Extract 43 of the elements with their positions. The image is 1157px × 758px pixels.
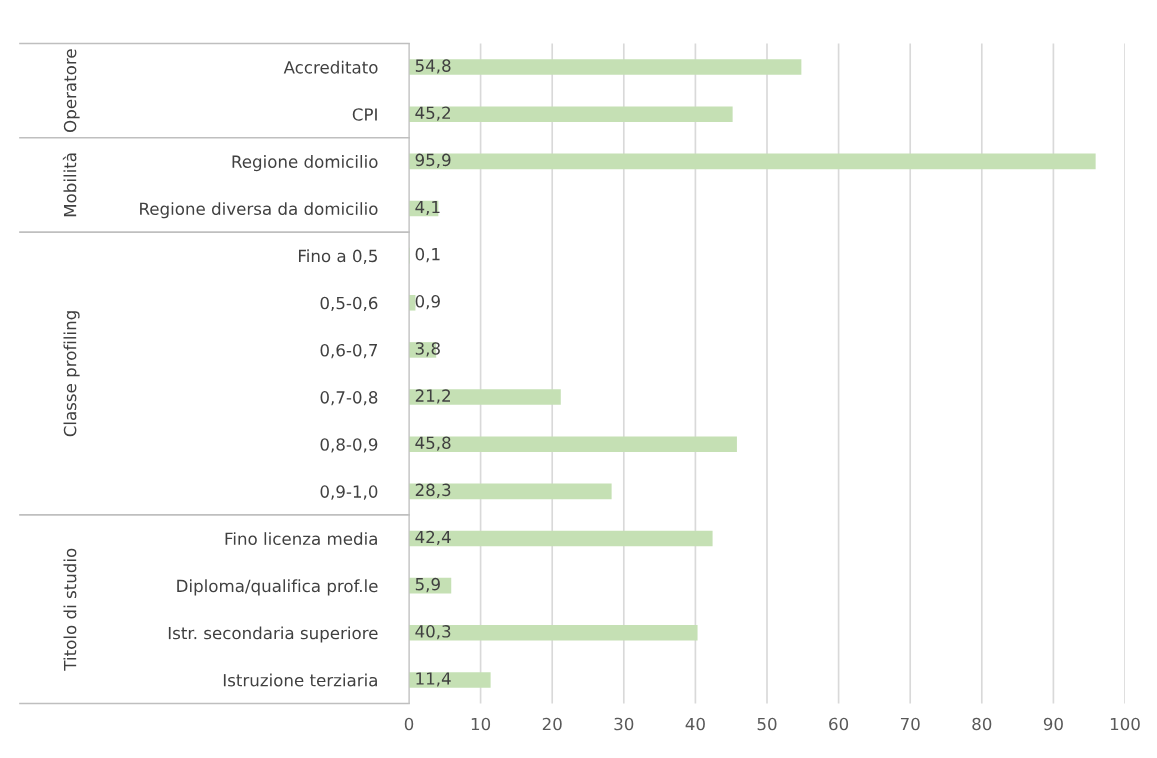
x-tick-label: 20 — [542, 717, 562, 731]
text: Mobilità — [62, 153, 77, 217]
y-tick-label: Fino a 0,5 — [299, 249, 377, 264]
x-tick-label: 70 — [900, 717, 920, 731]
data-label: 21,2 — [415, 389, 450, 404]
text: Classe profiling — [63, 311, 80, 437]
y-tick-label: Diploma/qualifica prof.le — [177, 579, 378, 596]
x-tick-label: 90 — [1043, 717, 1063, 731]
data-label: 42,4 — [415, 530, 451, 546]
data-label: 45,8 — [415, 436, 451, 451]
data-label: 40,3 — [415, 625, 451, 640]
data-label: 28,3 — [415, 483, 451, 498]
data-label: 4,1 — [415, 200, 440, 216]
data-label: 5,9 — [415, 577, 440, 593]
y-tick-label: Fino licenza media — [225, 532, 377, 546]
x-tick-label: 100 — [1110, 717, 1140, 731]
data-label: 45,2 — [415, 106, 450, 121]
y-tick-label: Accreditato — [283, 60, 378, 74]
y-tick-label: Regione domicilio — [232, 155, 378, 172]
x-tick-label: 10 — [471, 717, 491, 731]
x-tick-label: 30 — [614, 717, 634, 731]
y-tick-label: 0,6-0,7 — [320, 343, 378, 359]
y-tick-label: CPI — [352, 108, 377, 121]
x-tick-label: 60 — [829, 717, 849, 731]
data-label: 11,4 — [416, 672, 451, 687]
y-tick-label: Istr. secondaria superiore — [168, 626, 378, 643]
y-tick-label: 0,7-0,8 — [320, 391, 378, 406]
y-tick-label: Regione diversa da domicilio — [140, 202, 378, 219]
x-tick-label: 40 — [685, 717, 705, 731]
y-tick-label: Istruzione terziaria — [223, 673, 377, 687]
data-label: 3,8 — [415, 342, 440, 357]
data-label: 95,9 — [415, 153, 451, 168]
y-tick-label: 0,5-0,6 — [320, 296, 378, 312]
y-tick-label: 0,8-0,9 — [320, 438, 378, 453]
data-label: 0,1 — [415, 247, 440, 263]
y-tick-label: 0,9-1,0 — [320, 485, 378, 500]
text: Operatore — [63, 49, 80, 132]
text: Titolo di studio — [63, 548, 77, 671]
x-tick-label: 0 — [404, 717, 414, 731]
data-label: 54,8 — [415, 59, 451, 74]
x-tick-label: 80 — [972, 717, 992, 731]
data-label: 0,9 — [415, 295, 440, 310]
x-tick-label: 50 — [757, 717, 777, 731]
